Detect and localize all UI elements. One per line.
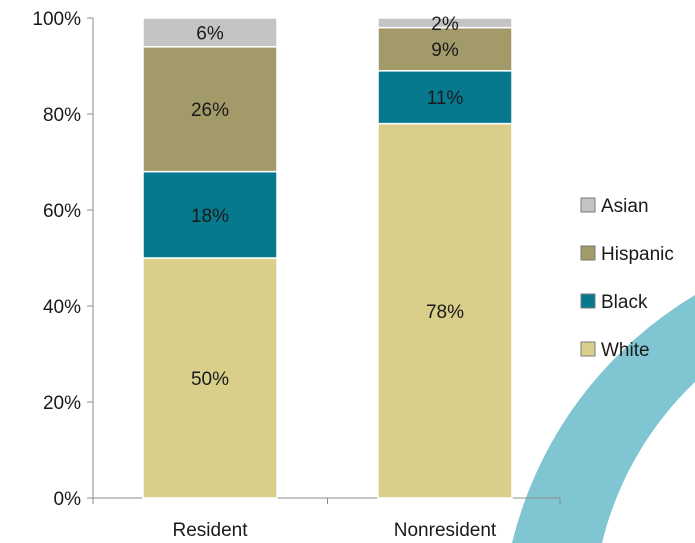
legend-swatch-black <box>580 293 596 309</box>
bar-segment-resident-asian <box>142 17 278 48</box>
data-label-nonresident-hispanic: 9% <box>431 40 459 61</box>
y-tick-label: 60% <box>43 201 81 222</box>
bar-segment-resident-hispanic <box>142 46 278 173</box>
bar-segment-nonresident-black <box>377 70 513 125</box>
data-label-nonresident-asian: 2% <box>431 14 459 35</box>
data-label-resident-black: 18% <box>191 206 229 227</box>
decorative-arc <box>512 295 695 543</box>
legend: Asian Hispanic Black White <box>580 196 674 361</box>
data-label-nonresident-white: 78% <box>426 302 464 323</box>
x-tick-label-resident: Resident <box>173 520 249 541</box>
bar-segment-resident-white <box>142 257 278 499</box>
x-tick-label-nonresident: Nonresident <box>394 520 497 541</box>
legend-swatch-asian <box>580 197 596 213</box>
y-tick-label: 0% <box>54 489 82 510</box>
data-label-resident-hispanic: 26% <box>191 100 229 121</box>
legend-swatch-white <box>580 341 596 357</box>
y-tick-label: 40% <box>43 297 81 318</box>
bars <box>142 17 513 499</box>
axes: 0% 20% 40% 60% 80% 100% Resident Nonresident <box>32 9 561 541</box>
y-tick-label: 20% <box>43 393 81 414</box>
data-label-nonresident-black: 11% <box>427 88 464 109</box>
y-tick-label: 80% <box>43 105 81 126</box>
bar-segment-nonresident-white <box>377 122 513 499</box>
bar-segment-resident-black <box>142 170 278 259</box>
bar-segment-nonresident-asian <box>377 17 513 29</box>
legend-label-white: White <box>601 340 650 361</box>
legend-label-asian: Asian <box>601 196 649 217</box>
legend-label-hispanic: Hispanic <box>601 244 674 265</box>
bar-segment-nonresident-hispanic <box>377 26 513 72</box>
data-label-resident-white: 50% <box>191 369 229 390</box>
legend-label-black: Black <box>601 292 648 313</box>
legend-swatch-hispanic <box>580 245 596 261</box>
y-tick-label: 100% <box>32 9 81 30</box>
data-labels: 50% 18% 26% 6% 78% 11% 9% 2% <box>191 14 464 390</box>
data-label-resident-asian: 6% <box>196 23 224 44</box>
